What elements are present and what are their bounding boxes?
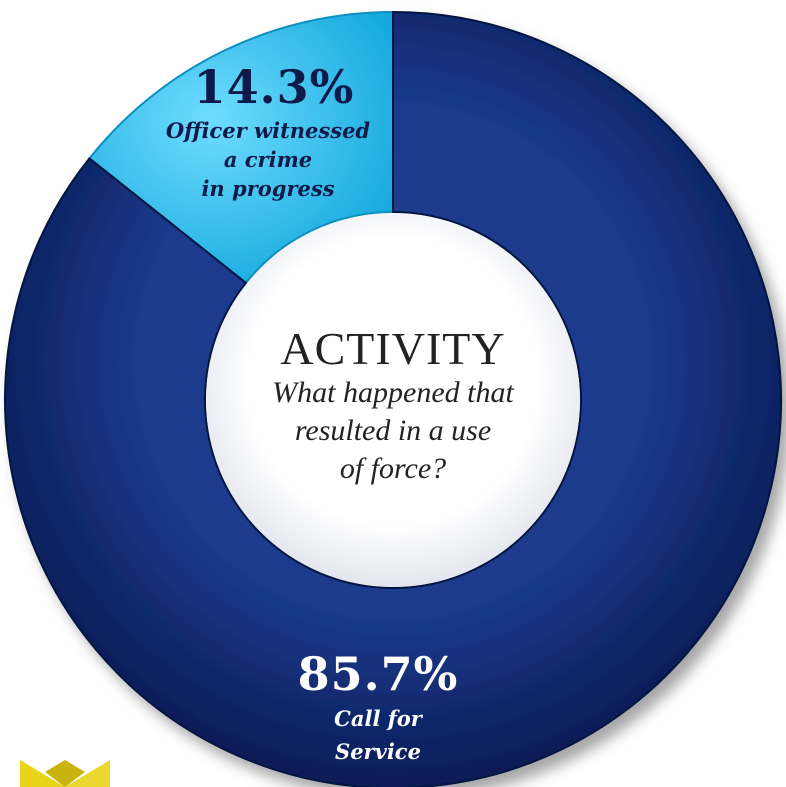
slice-label-witnessed: 14.3% Officer witnessed a crime in progr… — [166, 60, 371, 201]
slice-witnessed — [88, 10, 394, 285]
slice-caption-call-for-service-line-2: Service — [335, 739, 421, 764]
center-label: ACTIVITY What happened that resulted in … — [272, 323, 514, 485]
slice-caption-witnessed-line-3: in progress — [201, 176, 334, 201]
slice-value-witnessed: 14.3% — [194, 60, 355, 114]
slice-caption-witnessed-line-2: a crime — [224, 147, 312, 172]
donut-hole — [206, 213, 580, 587]
slice-caption-witnessed-line-1: Officer witnessed — [166, 118, 371, 143]
slice-call-for-service — [4, 10, 782, 787]
chart-title: ACTIVITY — [280, 323, 505, 374]
yellow-star-badge-icon — [20, 760, 110, 787]
slice-value-call-for-service: 85.7% — [298, 647, 459, 701]
chart-subtitle-line-3: of force? — [340, 452, 446, 485]
chart-subtitle-line-1: What happened that — [272, 376, 514, 409]
slice-label-call-for-service: 85.7% Call for Service — [298, 647, 459, 764]
slice-caption-call-for-service-line-1: Call for — [334, 706, 424, 731]
slices-layer — [4, 10, 782, 787]
chart-subtitle-line-2: resulted in a use — [295, 414, 491, 447]
